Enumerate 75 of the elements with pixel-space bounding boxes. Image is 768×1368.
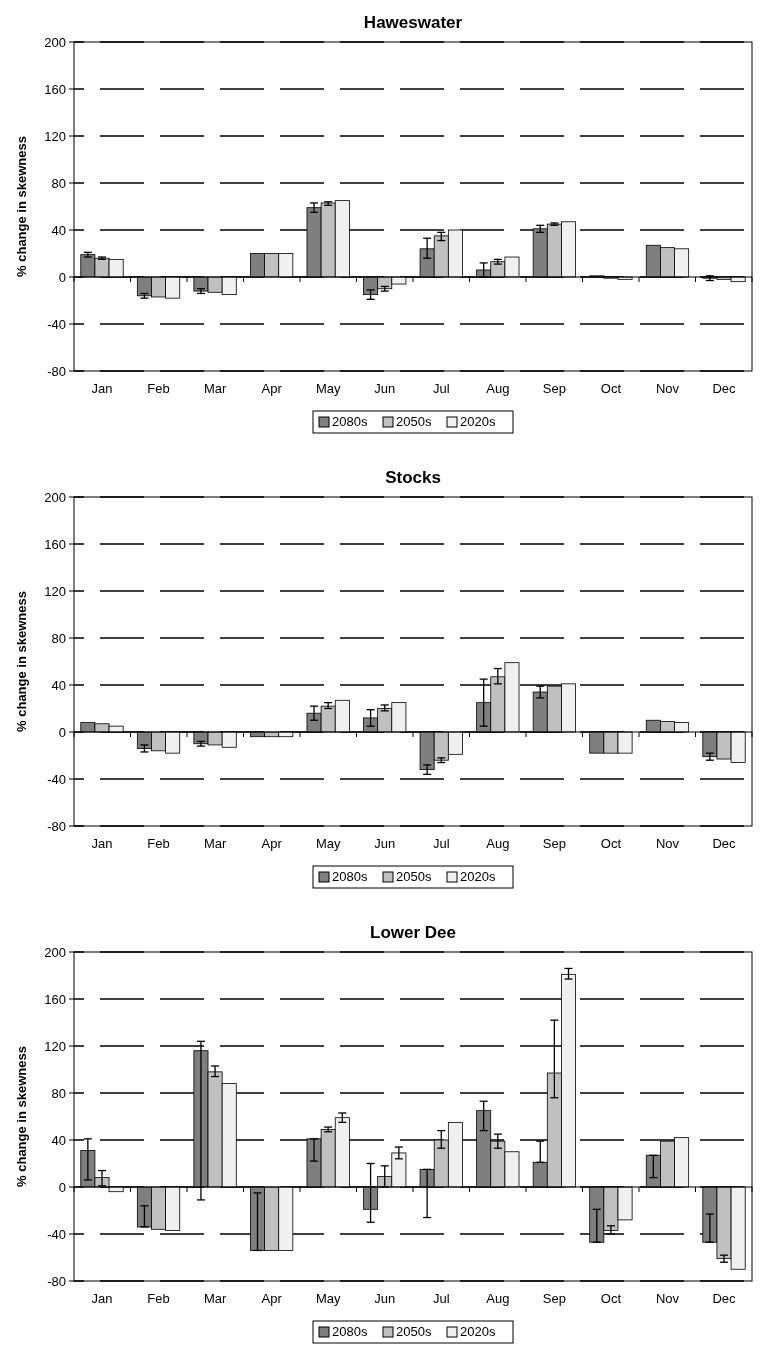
x-tick-label: Mar bbox=[203, 1291, 227, 1306]
y-axis-title: % change in skewness bbox=[14, 1046, 29, 1187]
x-tick-label: Aug bbox=[486, 381, 510, 396]
y-tick-label: 40 bbox=[51, 677, 66, 693]
x-tick-label: Feb bbox=[147, 836, 170, 851]
y-tick-label: 160 bbox=[44, 991, 66, 1007]
x-tick-label: Jun bbox=[374, 381, 396, 396]
x-tick-label: Aug bbox=[486, 836, 510, 851]
x-tick-label: Jan bbox=[91, 1291, 113, 1306]
y-tick-label: 40 bbox=[51, 1132, 66, 1148]
y-tick-label: 200 bbox=[44, 944, 66, 960]
x-tick-label: Sep bbox=[542, 381, 566, 396]
y-tick-label: -40 bbox=[47, 316, 66, 332]
y-axis-title: % change in skewness bbox=[14, 136, 29, 277]
y-tick-label: 40 bbox=[51, 222, 66, 238]
y-tick-label: 200 bbox=[44, 489, 66, 505]
x-tick-label: May bbox=[315, 836, 341, 851]
y-tick-label: -80 bbox=[47, 818, 66, 834]
x-tick-label: Dec bbox=[712, 1291, 737, 1306]
y-tick-label: 160 bbox=[44, 536, 66, 552]
x-tick-label: Jun bbox=[374, 1291, 396, 1306]
y-tick-label: -80 bbox=[47, 1273, 66, 1289]
x-tick-label: May bbox=[315, 1291, 341, 1306]
x-tick-label: Jan bbox=[91, 836, 113, 851]
x-tick-label: Oct bbox=[600, 836, 622, 851]
x-tick-label: Mar bbox=[203, 836, 227, 851]
x-tick-label: Sep bbox=[542, 1291, 566, 1306]
x-tick-label: Jul bbox=[432, 836, 450, 851]
x-tick-label: Feb bbox=[147, 1291, 170, 1306]
legend-label: 2020s bbox=[460, 1324, 496, 1339]
y-tick-label: 80 bbox=[51, 175, 66, 191]
y-tick-label: 120 bbox=[44, 583, 66, 599]
x-tick-label: Jul bbox=[432, 381, 450, 396]
y-tick-label: 120 bbox=[44, 128, 66, 144]
y-tick-label: 0 bbox=[58, 724, 66, 740]
x-tick-label: Nov bbox=[655, 1291, 680, 1306]
legend-label: 2080s bbox=[332, 414, 368, 429]
y-tick-label: 0 bbox=[58, 1179, 66, 1195]
y-tick-label: 160 bbox=[44, 81, 66, 97]
x-tick-label: Nov bbox=[655, 381, 680, 396]
y-axis-title: % change in skewness bbox=[14, 591, 29, 732]
x-tick-label: Apr bbox=[261, 381, 283, 396]
legend-label: 2050s bbox=[396, 414, 432, 429]
y-tick-label: 0 bbox=[58, 269, 66, 285]
x-tick-label: Mar bbox=[203, 381, 227, 396]
x-tick-label: Apr bbox=[261, 836, 283, 851]
y-tick-label: 200 bbox=[44, 34, 66, 50]
x-tick-label: Nov bbox=[655, 836, 680, 851]
x-tick-label: Dec bbox=[712, 381, 737, 396]
x-tick-label: Aug bbox=[486, 1291, 510, 1306]
x-tick-label: May bbox=[315, 381, 341, 396]
x-tick-label: Jul bbox=[432, 1291, 450, 1306]
legend-label: 2080s bbox=[332, 869, 368, 884]
y-tick-label: 120 bbox=[44, 1038, 66, 1054]
x-tick-label: Apr bbox=[261, 1291, 283, 1306]
y-tick-label: -40 bbox=[47, 771, 66, 787]
x-tick-label: Feb bbox=[147, 381, 170, 396]
chart-title: Stocks bbox=[385, 468, 441, 487]
legend-label: 2080s bbox=[332, 1324, 368, 1339]
y-tick-label: 80 bbox=[51, 1085, 66, 1101]
y-tick-label: 80 bbox=[51, 630, 66, 646]
x-tick-label: Oct bbox=[600, 1291, 622, 1306]
legend-label: 2020s bbox=[460, 869, 496, 884]
legend-label: 2050s bbox=[396, 1324, 432, 1339]
chart-title: Lower Dee bbox=[370, 923, 456, 942]
y-tick-label: -40 bbox=[47, 1226, 66, 1242]
y-tick-label: -80 bbox=[47, 363, 66, 379]
x-tick-label: Jun bbox=[374, 836, 396, 851]
legend-label: 2050s bbox=[396, 869, 432, 884]
x-tick-label: Jan bbox=[91, 381, 113, 396]
chart-title: Haweswater bbox=[363, 13, 463, 32]
x-tick-label: Sep bbox=[542, 836, 566, 851]
legend-label: 2020s bbox=[460, 414, 496, 429]
x-tick-label: Oct bbox=[600, 381, 622, 396]
x-tick-label: Dec bbox=[712, 836, 737, 851]
